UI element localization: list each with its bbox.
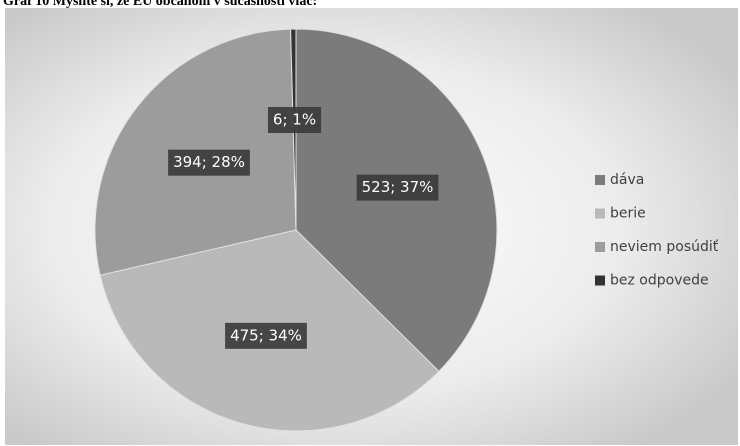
data-label-box [356,174,439,201]
data-label-text: 523; 37% [362,178,434,196]
data-label: 394; 28% [168,149,250,176]
legend-swatch [595,275,605,286]
data-label-box [225,322,307,349]
chart-title: Graf 10 Myslíte si, že EÚ občanom v súča… [3,0,317,9]
legend-swatch [595,208,605,219]
legend-label: dáva [610,172,644,188]
data-label-box [168,149,250,176]
data-label-text: 6; 1% [273,111,316,129]
data-label-text: 475; 34% [230,326,302,344]
legend-label: bez odpovede [610,273,709,289]
data-label: 475; 34% [225,322,307,349]
data-label-box [267,107,322,134]
legend-label: berie [610,206,646,222]
legend-swatch [595,242,605,252]
legend-swatch [595,175,605,185]
legend-label: neviem posúdiť [610,239,719,255]
data-label-text: 394; 28% [173,153,245,171]
data-label: 523; 37% [356,174,439,201]
data-label: 6; 1% [267,107,322,134]
